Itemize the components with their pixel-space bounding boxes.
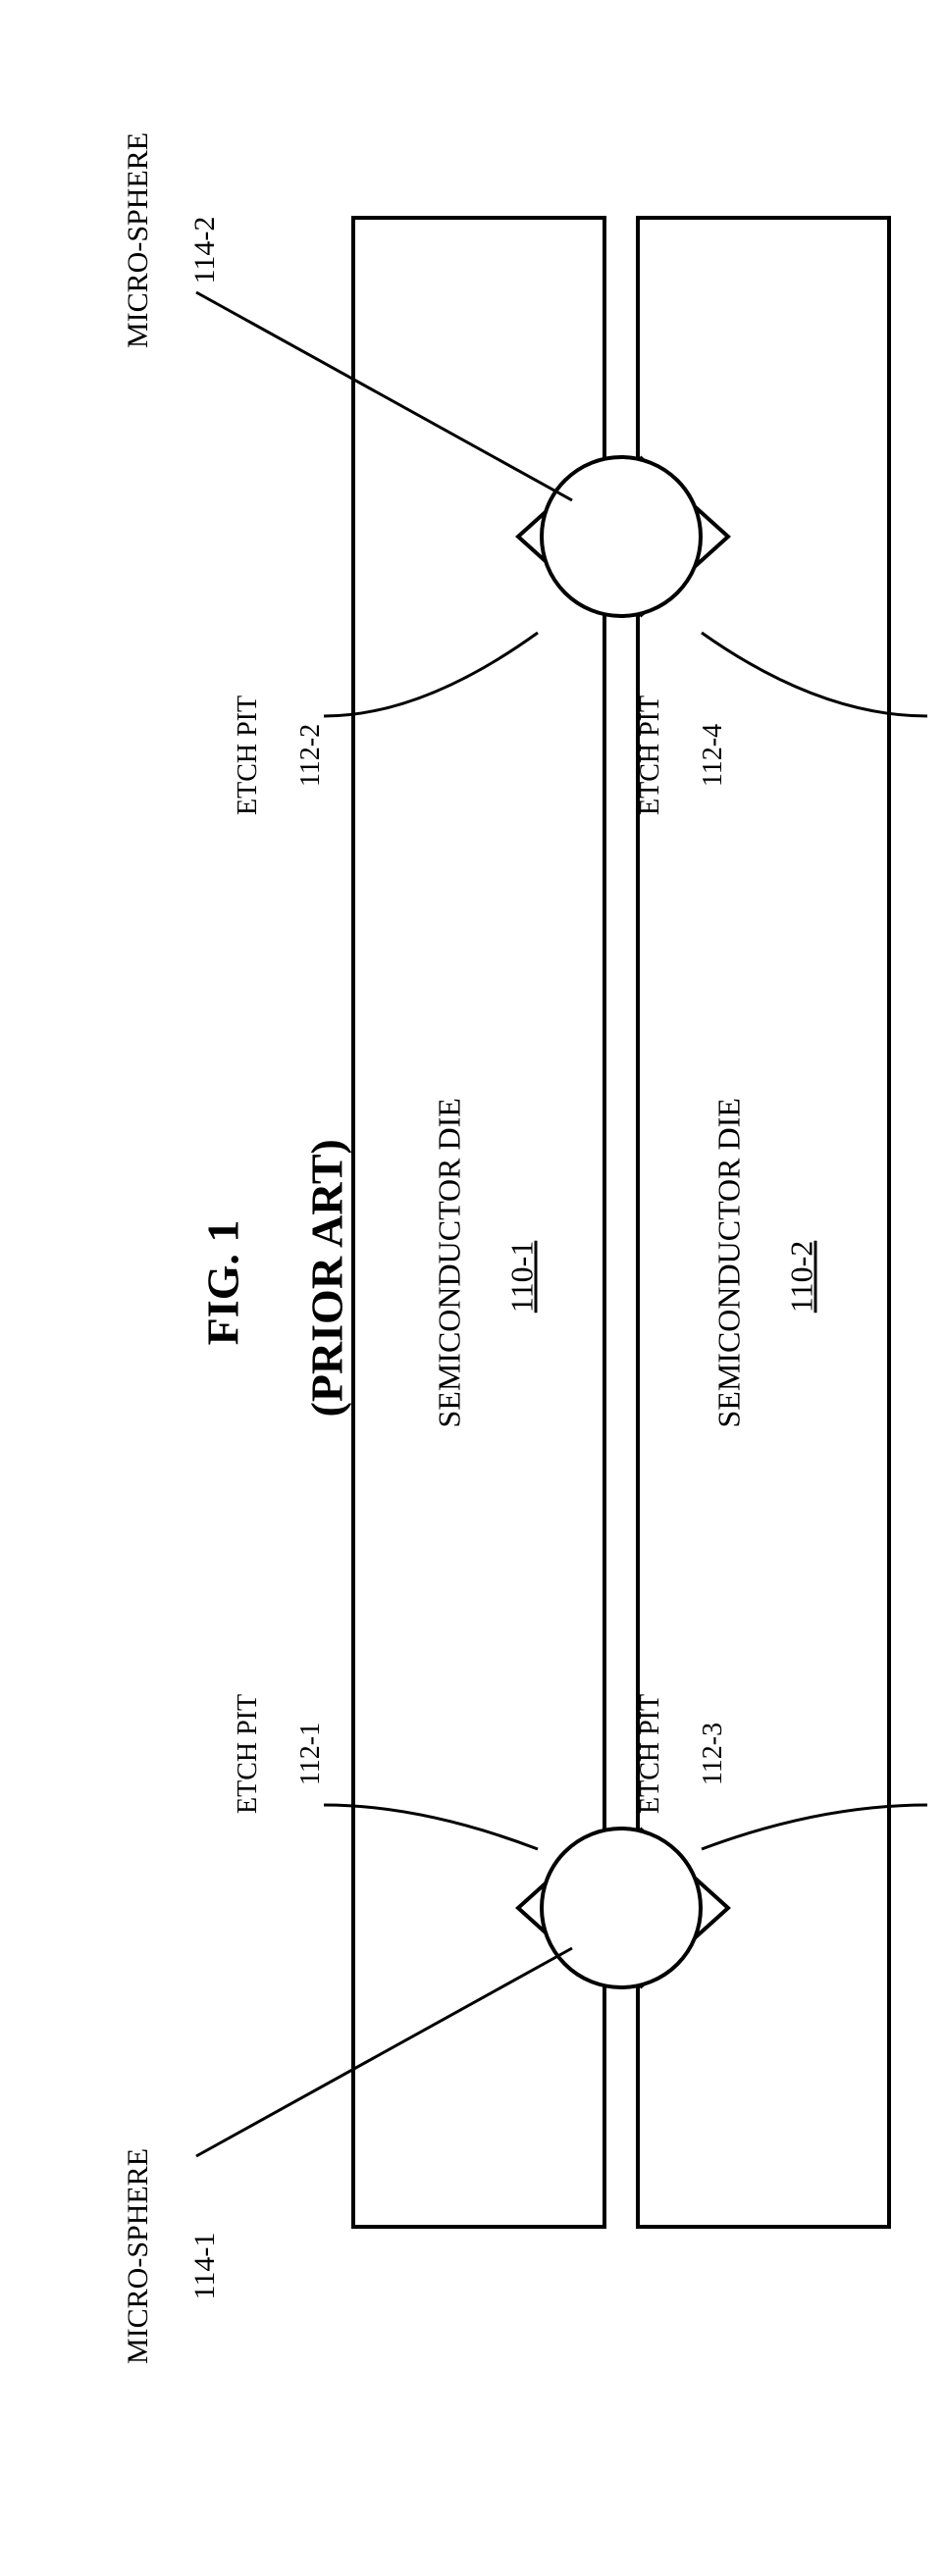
micro-sphere-114-1-label: MICRO-SPHERE 114-1 bbox=[88, 2168, 255, 2394]
leader-112-1 bbox=[314, 1795, 550, 1883]
die-top-label: SEMICONDUCTOR DIE 110-1 bbox=[395, 1126, 577, 1460]
caption-line2: (PRIOR ART) bbox=[302, 1139, 352, 1417]
leader-112-4 bbox=[692, 574, 937, 726]
leader-114-1 bbox=[191, 1940, 584, 2166]
figure-container: SEMICONDUCTOR DIE 110-1 SEMICONDUCTOR DI… bbox=[0, 0, 944, 2576]
figure-caption: FIG. 1 (PRIOR ART) bbox=[145, 1149, 405, 1463]
die-bottom-label-line1: SEMICONDUCTOR DIE bbox=[711, 1098, 747, 1427]
leader-112-3 bbox=[692, 1795, 937, 1883]
die-top-label-line1: SEMICONDUCTOR DIE bbox=[432, 1098, 467, 1427]
leader-112-2 bbox=[314, 574, 550, 726]
leader-114-2 bbox=[191, 284, 584, 510]
die-top-label-line2: 110-1 bbox=[504, 1241, 540, 1313]
die-bottom-label-line2: 110-2 bbox=[784, 1241, 819, 1313]
caption-line1: FIG. 1 bbox=[198, 1220, 248, 1346]
die-bottom-label: SEMICONDUCTOR DIE 110-2 bbox=[675, 1126, 857, 1460]
